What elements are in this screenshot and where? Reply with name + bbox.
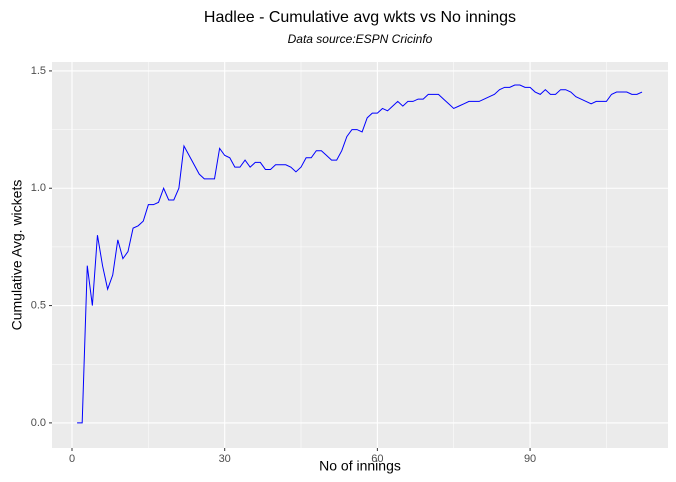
y-tick-label: 1.0: [31, 182, 46, 194]
x-tick-label: 30: [219, 453, 231, 465]
data-line: [77, 84, 643, 424]
chart-title: Hadlee - Cumulative avg wkts vs No innin…: [204, 9, 516, 26]
plot-panel: [52, 62, 668, 448]
y-tick-label: 1.5: [31, 65, 46, 77]
x-tick-label: 60: [371, 453, 383, 465]
x-tick-label: 0: [69, 453, 75, 465]
x-axis-label: No of innings: [319, 458, 401, 474]
chart-subtitle: Data source:ESPN Cricinfo: [288, 32, 433, 46]
x-tick-label: 90: [524, 453, 536, 465]
y-tick-label: 0.0: [31, 417, 46, 429]
y-axis-label: Cumulative Avg. wickets: [9, 180, 25, 331]
y-tick-label: 0.5: [31, 299, 46, 311]
